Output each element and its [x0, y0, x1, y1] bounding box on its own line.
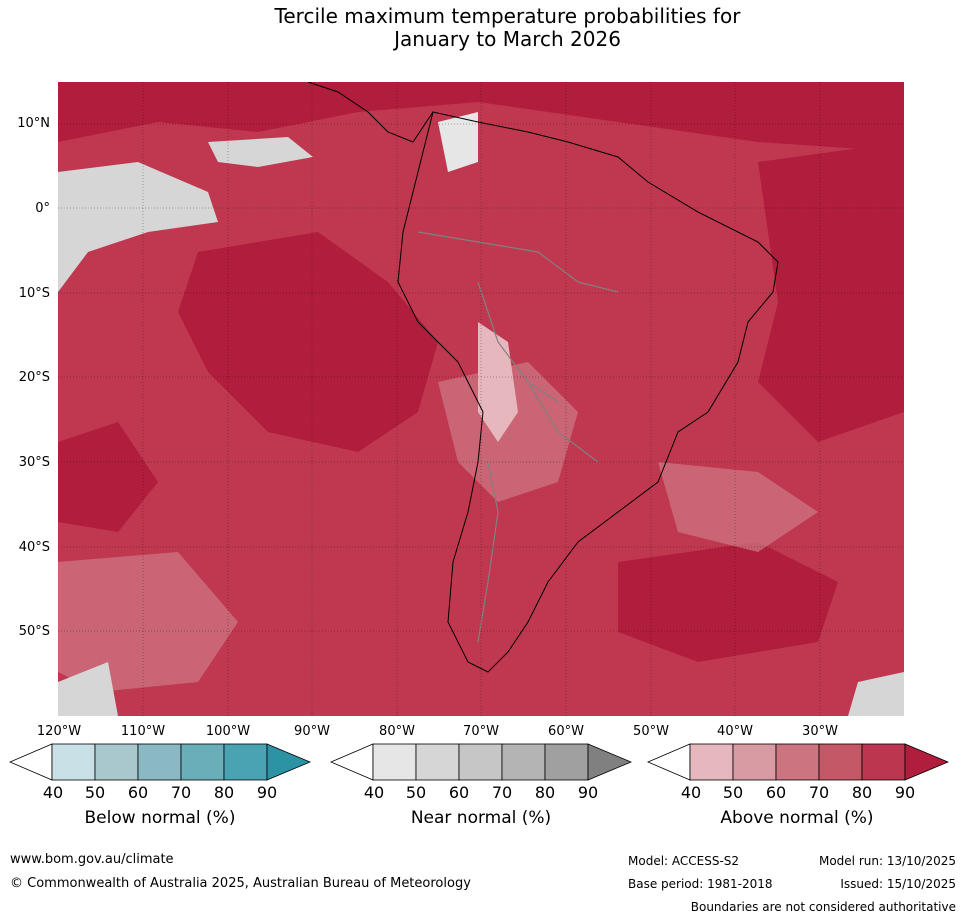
lon-label-50w: 50°W	[633, 724, 669, 739]
near-tick-70: 70	[491, 783, 513, 802]
lat-label-0: 0°	[35, 201, 50, 216]
above-tick-40: 40	[680, 783, 702, 802]
below-colorbar-segment	[223, 743, 268, 781]
below-colorbar-segment	[51, 743, 96, 781]
near-colorbar-segment	[415, 743, 460, 781]
probability-map	[58, 82, 904, 716]
lat-label-50s: 50°S	[18, 624, 50, 639]
central-america-coastline	[307, 82, 434, 143]
base-period-text: Base period: 1981-2018	[628, 877, 773, 891]
above-tick-90: 90	[894, 783, 916, 802]
near-tick-60: 60	[448, 783, 470, 802]
above-tick-60: 60	[765, 783, 787, 802]
below-colorbar-segment	[94, 743, 139, 781]
above-colorbar-segment	[732, 743, 777, 781]
above-colorbar-segment	[818, 743, 863, 781]
copyright-text: © Commonwealth of Australia 2025, Austra…	[10, 876, 471, 891]
near-tick-80: 80	[534, 783, 556, 802]
above-colorbar-segment	[861, 743, 906, 781]
lat-label-40s: 40°S	[18, 540, 50, 555]
lat-label-10n: 10°N	[17, 116, 50, 131]
above-normal-title: Above normal (%)	[720, 808, 874, 828]
near-tick-90: 90	[577, 783, 599, 802]
near-colorbar-segment	[372, 743, 417, 781]
model-text: Model: ACCESS-S2	[628, 854, 740, 868]
below-normal-colorbar	[9, 743, 311, 781]
country-borders	[417, 231, 619, 643]
near-normal-title: Near normal (%)	[410, 808, 552, 828]
lon-label-90w: 90°W	[294, 724, 330, 739]
below-tick-70: 70	[170, 783, 192, 802]
mid-probability-areas	[58, 362, 818, 692]
lon-label-110w: 110°W	[120, 724, 166, 739]
below-colorbar-max-extension	[266, 743, 311, 781]
above-colorbar-segment	[689, 743, 734, 781]
gridlines	[58, 82, 904, 716]
below-normal-title: Below normal (%)	[84, 808, 236, 828]
above-colorbar-segment	[775, 743, 820, 781]
below-tick-90: 90	[256, 783, 278, 802]
issued-text: Issued: 15/10/2025	[840, 877, 956, 891]
south-america-coastline	[397, 111, 779, 673]
near-colorbar-segment	[458, 743, 503, 781]
below-tick-50: 50	[84, 783, 106, 802]
model-run-text: Model run: 13/10/2025	[818, 854, 956, 868]
near-colorbar-segment	[501, 743, 546, 781]
boundaries-note: Boundaries are not considered authoritat…	[690, 900, 956, 914]
above-colorbar-min-extension	[647, 743, 691, 781]
below-colorbar-segment	[180, 743, 225, 781]
lon-label-70w: 70°W	[463, 724, 499, 739]
near-colorbar-min-extension	[330, 743, 374, 781]
map-title-line-2: January to March 2026	[394, 27, 621, 51]
high-probability-areas	[58, 82, 904, 662]
lon-label-40w: 40°W	[717, 724, 753, 739]
above-normal-colorbar	[647, 743, 949, 781]
lon-label-30w: 30°W	[802, 724, 838, 739]
below-tick-60: 60	[127, 783, 149, 802]
above-tick-80: 80	[851, 783, 873, 802]
lat-label-10s: 10°S	[18, 286, 50, 301]
below-tick-80: 80	[213, 783, 235, 802]
lon-label-100w: 100°W	[205, 724, 251, 739]
below-tick-40: 40	[42, 783, 64, 802]
near-tick-50: 50	[405, 783, 427, 802]
above-colorbar-max-extension	[904, 743, 949, 781]
website-link[interactable]: www.bom.gov.au/climate	[10, 852, 174, 867]
below-colorbar-min-extension	[9, 743, 53, 781]
near-normal-areas	[58, 112, 904, 716]
lon-label-60w: 60°W	[548, 724, 584, 739]
above-tick-70: 70	[808, 783, 830, 802]
lon-label-120w: 120°W	[36, 724, 82, 739]
near-colorbar-max-extension	[587, 743, 632, 781]
below-colorbar-segment	[137, 743, 182, 781]
lat-label-30s: 30°S	[18, 455, 50, 470]
near-colorbar-segment	[544, 743, 589, 781]
map-title-line-1: Tercile maximum temperature probabilitie…	[274, 4, 741, 28]
above-tick-50: 50	[722, 783, 744, 802]
near-normal-colorbar	[330, 743, 632, 781]
lat-label-20s: 20°S	[18, 370, 50, 385]
lon-label-80w: 80°W	[379, 724, 415, 739]
near-tick-40: 40	[363, 783, 385, 802]
